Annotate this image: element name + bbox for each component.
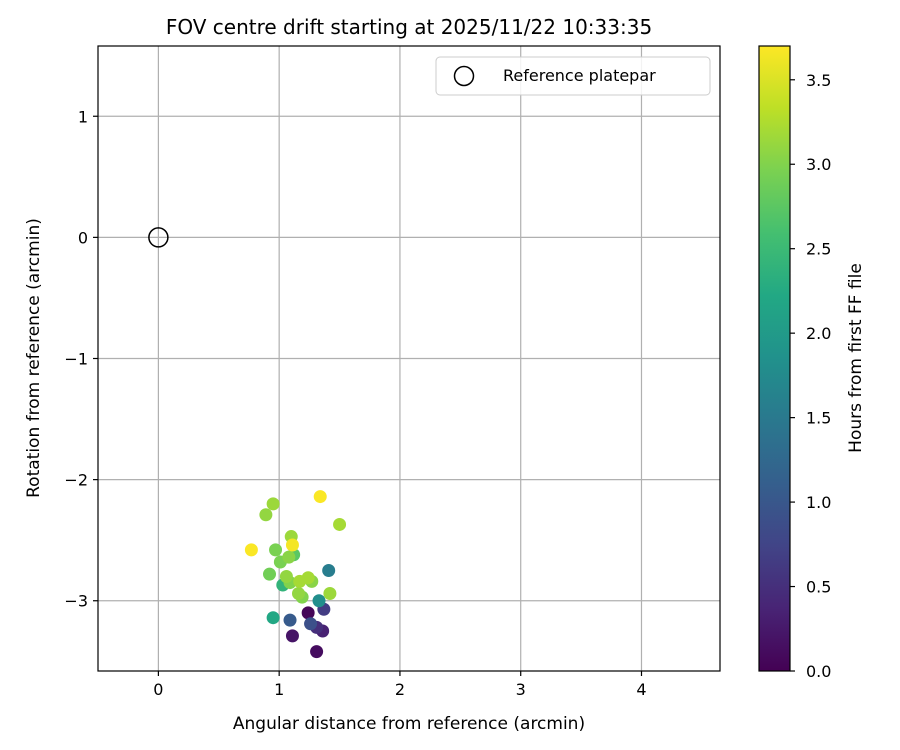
- colorbar-label: Hours from first FF file: [846, 263, 866, 453]
- data-point: [293, 574, 307, 588]
- colorbar-tick-label: 1.5: [806, 409, 831, 428]
- y-tick-label: −3: [64, 592, 88, 611]
- colorbar-tick-label: 1.0: [806, 493, 831, 512]
- data-point: [269, 543, 283, 557]
- legend-reference-marker-icon: [453, 65, 475, 87]
- data-point: [313, 490, 327, 504]
- legend: Reference platepar: [435, 56, 711, 96]
- data-points: [244, 490, 347, 659]
- data-point: [244, 543, 258, 557]
- chart-title: FOV centre drift starting at 2025/11/22 …: [166, 15, 652, 39]
- data-point: [310, 645, 324, 659]
- data-point: [279, 570, 293, 584]
- colorbar-tick-label: 0.5: [806, 578, 831, 597]
- colorbar-tick-label: 2.0: [806, 324, 831, 343]
- data-point: [304, 617, 318, 631]
- data-point: [283, 613, 297, 627]
- data-point: [312, 594, 326, 608]
- x-tick-label: 2: [395, 680, 405, 699]
- data-point: [259, 508, 273, 522]
- data-point: [263, 567, 277, 581]
- grid-layer: [98, 46, 720, 671]
- x-tick-label: 3: [516, 680, 526, 699]
- data-point: [322, 563, 336, 577]
- y-tick-label: 1: [78, 107, 88, 126]
- y-tick-label: 0: [78, 228, 88, 247]
- colorbar-tick-label: 3.5: [806, 71, 831, 90]
- x-tick-label: 0: [153, 680, 163, 699]
- data-point: [266, 611, 280, 625]
- colorbar-tick-label: 0.0: [806, 662, 831, 681]
- legend-box: [435, 56, 711, 96]
- colorbar: [758, 45, 791, 672]
- data-point: [333, 517, 347, 531]
- y-tick-label: −2: [64, 471, 88, 490]
- data-point: [282, 550, 296, 564]
- x-tick-label: 4: [636, 680, 646, 699]
- data-point: [266, 497, 280, 511]
- y-axis-label: Rotation from reference (arcmin): [24, 218, 44, 498]
- axis-ticks: 0 1 2 3 4 −3 −2 −1 0 1: [64, 107, 646, 699]
- data-point: [285, 629, 299, 643]
- x-axis-label: Angular distance from reference (arcmin): [233, 714, 585, 734]
- data-point: [285, 538, 299, 552]
- reference-platepar-marker: [148, 227, 169, 248]
- data-point: [291, 586, 305, 600]
- data-point: [323, 586, 337, 600]
- colorbar-tick-label: 3.0: [806, 155, 831, 174]
- x-tick-label: 1: [274, 680, 284, 699]
- colorbar-ticks: 0.0 0.5 1.0 1.5 2.0 2.5 3.0 3.5: [790, 71, 831, 681]
- colorbar-tick-label: 2.5: [806, 240, 831, 259]
- y-tick-label: −1: [64, 350, 88, 369]
- data-point: [301, 606, 315, 620]
- legend-entry-reference-platepar: Reference platepar: [503, 66, 656, 85]
